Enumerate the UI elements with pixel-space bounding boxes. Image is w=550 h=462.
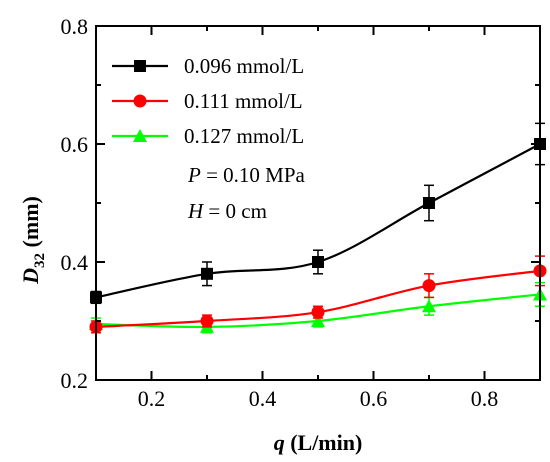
y-tick-label: 0.2 bbox=[61, 368, 89, 393]
annotation-pressure: P = 0.10 MPa bbox=[187, 163, 306, 187]
data-point bbox=[201, 267, 213, 280]
legend-label: 0.096 mmol/L bbox=[184, 54, 304, 78]
legend-label: 0.111 mmol/L bbox=[184, 89, 303, 113]
x-tick-label: 0.6 bbox=[360, 386, 388, 411]
data-point bbox=[422, 299, 436, 313]
axes-layer: 0.2 0.4 0.6 0.8 0.2 0.4 0.6 0.8 bbox=[61, 14, 541, 411]
y-tick-label: 0.8 bbox=[61, 14, 89, 39]
data-point bbox=[422, 279, 436, 293]
plot-layer bbox=[89, 122, 547, 334]
data-point bbox=[311, 314, 325, 327]
legend-marker bbox=[134, 60, 146, 72]
data-point bbox=[423, 197, 435, 209]
data-point bbox=[312, 256, 324, 268]
x-tick-label: 0.8 bbox=[471, 386, 499, 411]
x-tick-label: 0.2 bbox=[138, 386, 166, 411]
data-point bbox=[200, 314, 214, 328]
y-tick-label: 0.6 bbox=[61, 132, 89, 157]
annotation-height: H = 0 cm bbox=[187, 199, 267, 223]
data-point bbox=[311, 305, 325, 319]
legend-marker bbox=[133, 94, 147, 108]
legend: 0.096 mmol/L 0.111 mmol/L 0.127 mmol/L bbox=[112, 54, 304, 148]
x-tick-label: 0.4 bbox=[249, 386, 277, 411]
y-tick-label: 0.4 bbox=[61, 250, 89, 275]
legend-label: 0.127 mmol/L bbox=[184, 124, 304, 148]
x-axis-title: q (L/min) bbox=[274, 430, 363, 455]
y-axis-title: D32 (mm) bbox=[18, 196, 48, 285]
legend-marker bbox=[133, 129, 147, 142]
